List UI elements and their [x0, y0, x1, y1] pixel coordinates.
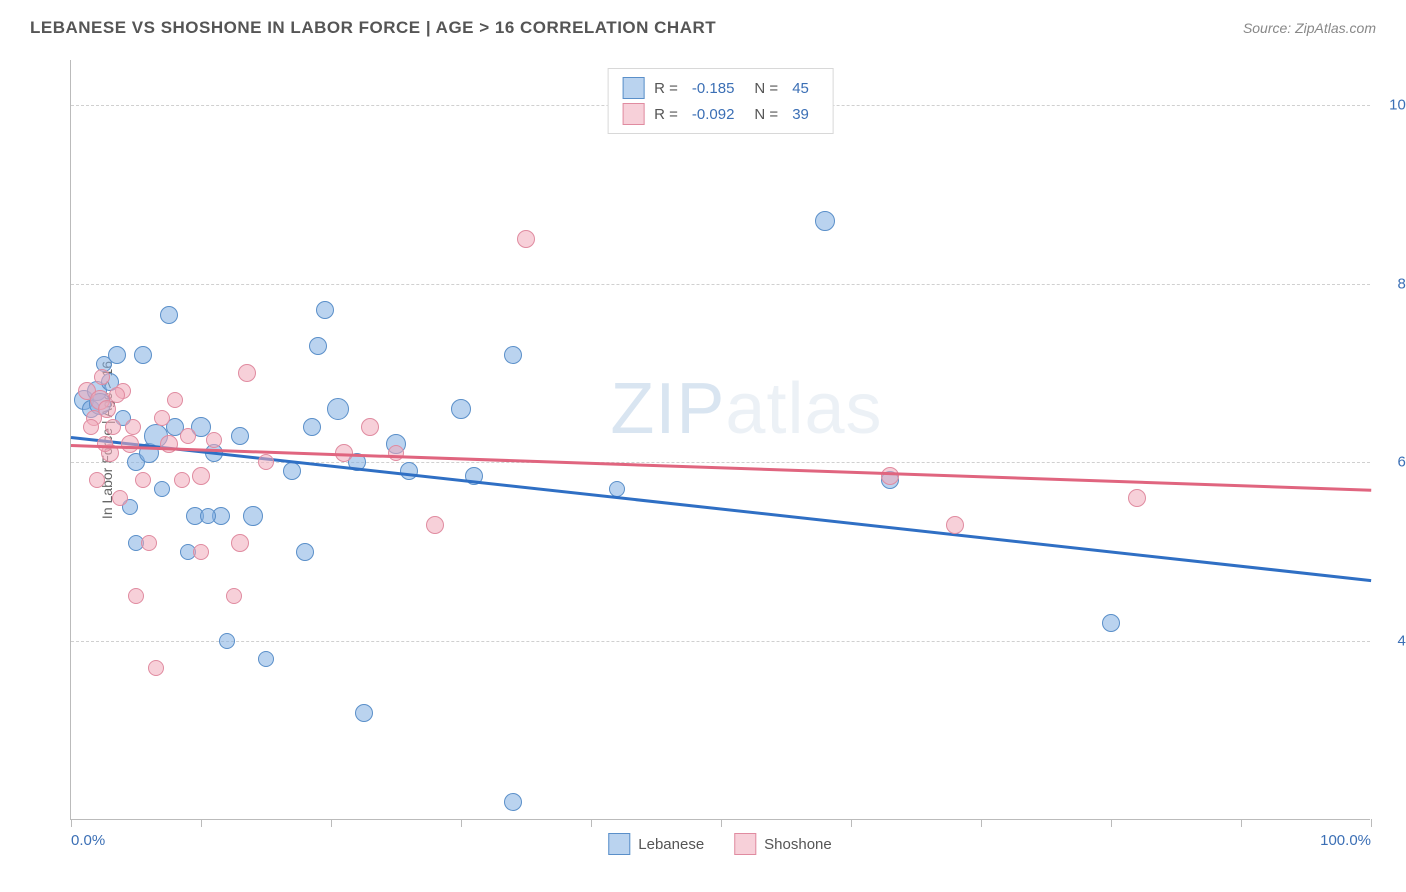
scatter-point [167, 392, 183, 408]
scatter-point [219, 633, 235, 649]
scatter-point [121, 435, 139, 453]
scatter-point [361, 418, 379, 436]
scatter-point [881, 467, 899, 485]
x-tick [1111, 819, 1112, 827]
scatter-point [504, 793, 522, 811]
y-tick-label: 60.0% [1380, 454, 1406, 471]
scatter-point [128, 588, 144, 604]
legend-series-item: Shoshone [734, 833, 832, 855]
legend-series: Lebanese Shoshone [608, 833, 831, 855]
x-tick [1241, 819, 1242, 827]
scatter-point [355, 704, 373, 722]
plot-area: ZIPatlas R =-0.185N =45R =-0.092N =39 40… [70, 60, 1370, 820]
x-tick [721, 819, 722, 827]
chart-container: In Labor Force | Age > 16 ZIPatlas R =-0… [70, 60, 1370, 820]
legend-series-label: Shoshone [764, 836, 832, 853]
scatter-point [303, 418, 321, 436]
legend-r-label: R = [654, 80, 678, 97]
legend-swatch [622, 103, 644, 125]
legend-row: R = -0.092 N = 39 [622, 101, 819, 127]
scatter-point [283, 462, 301, 480]
scatter-point [160, 435, 178, 453]
legend-n-label: N = [754, 80, 778, 97]
scatter-point [243, 506, 263, 526]
legend-correlation: R = -0.185 N = 45 R = -0.092 N = 39 [607, 68, 834, 134]
y-tick-label: 40.0% [1380, 633, 1406, 650]
x-tick [201, 819, 202, 827]
scatter-point [238, 364, 256, 382]
scatter-point [296, 543, 314, 561]
legend-n-value: 39 [792, 106, 809, 123]
scatter-point [316, 301, 334, 319]
legend-swatch [608, 833, 630, 855]
scatter-point [327, 398, 349, 420]
chart-header: LEBANESE VS SHOSHONE IN LABOR FORCE | AG… [0, 0, 1406, 48]
scatter-point [200, 508, 216, 524]
legend-r-value: -0.092 [692, 106, 735, 123]
legend-series-label: Lebanese [638, 836, 704, 853]
y-tick-label: 100.0% [1380, 96, 1406, 113]
legend-n-value: 45 [792, 80, 809, 97]
x-tick [981, 819, 982, 827]
scatter-point [309, 337, 327, 355]
x-tick [461, 819, 462, 827]
scatter-point [112, 490, 128, 506]
legend-row: R = -0.185 N = 45 [622, 75, 819, 101]
scatter-point [193, 544, 209, 560]
scatter-point [141, 535, 157, 551]
scatter-point [135, 472, 151, 488]
scatter-point [83, 419, 99, 435]
scatter-point [192, 467, 210, 485]
scatter-point [105, 419, 121, 435]
gridline [71, 641, 1370, 642]
scatter-point [226, 588, 242, 604]
scatter-point [174, 472, 190, 488]
watermark: ZIPatlas [610, 368, 882, 450]
legend-swatch [622, 77, 644, 99]
scatter-point [1102, 614, 1120, 632]
scatter-point [451, 399, 471, 419]
legend-n-label: N = [754, 106, 778, 123]
scatter-point [504, 346, 522, 364]
scatter-point [109, 387, 125, 403]
scatter-point [426, 516, 444, 534]
scatter-point [160, 306, 178, 324]
scatter-point [517, 230, 535, 248]
scatter-point [1128, 489, 1146, 507]
legend-swatch [734, 833, 756, 855]
scatter-point [154, 410, 170, 426]
x-tick [71, 819, 72, 827]
scatter-point [815, 211, 835, 231]
scatter-point [400, 462, 418, 480]
scatter-point [946, 516, 964, 534]
scatter-point [94, 369, 110, 385]
x-tick [331, 819, 332, 827]
scatter-point [125, 419, 141, 435]
x-tick [1371, 819, 1372, 827]
gridline [71, 284, 1370, 285]
legend-r-value: -0.185 [692, 80, 735, 97]
scatter-point [134, 346, 152, 364]
scatter-point [258, 454, 274, 470]
chart-source: Source: ZipAtlas.com [1243, 20, 1376, 36]
scatter-point [180, 428, 196, 444]
scatter-point [148, 660, 164, 676]
x-tick-label: 100.0% [1320, 832, 1371, 849]
x-tick [591, 819, 592, 827]
scatter-point [108, 346, 126, 364]
x-tick-label: 0.0% [71, 832, 105, 849]
y-tick-label: 80.0% [1380, 275, 1406, 292]
scatter-point [89, 472, 105, 488]
scatter-point [388, 445, 404, 461]
scatter-point [231, 534, 249, 552]
chart-title: LEBANESE VS SHOSHONE IN LABOR FORCE | AG… [30, 18, 716, 38]
legend-series-item: Lebanese [608, 833, 704, 855]
scatter-point [206, 432, 222, 448]
scatter-point [258, 651, 274, 667]
legend-r-label: R = [654, 106, 678, 123]
scatter-point [154, 481, 170, 497]
x-tick [851, 819, 852, 827]
scatter-point [231, 427, 249, 445]
